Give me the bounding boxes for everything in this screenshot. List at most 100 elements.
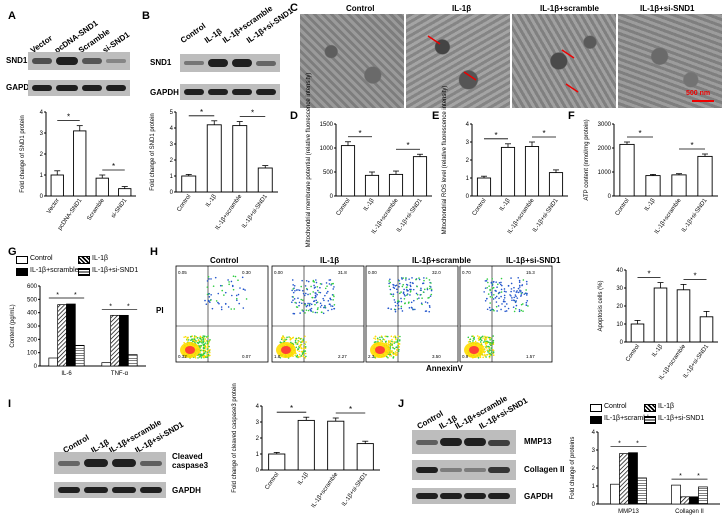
flow-event <box>486 336 488 339</box>
flow-event <box>426 302 429 304</box>
flow-event <box>486 278 489 280</box>
bar <box>500 146 516 197</box>
flow-event <box>295 346 298 349</box>
sig-star: * <box>56 292 59 299</box>
flow-event <box>311 296 313 299</box>
quadrant-value: 1.8 <box>274 354 281 359</box>
flow-event <box>394 285 397 287</box>
flow-event <box>488 337 491 340</box>
flow-event <box>282 339 285 341</box>
flow-event <box>484 337 486 339</box>
flow-event <box>408 278 410 280</box>
flow-event <box>292 299 294 301</box>
flow-event <box>202 338 205 340</box>
flow-event <box>332 299 334 301</box>
chart-j: 0 1 2 3 4 Fold change of proteins MMP13 * * Colla… <box>570 430 720 515</box>
flow-event <box>467 341 470 343</box>
flow-event <box>333 295 335 298</box>
y-tick-label: 0 <box>256 468 260 474</box>
y-tick-label: 20 <box>616 304 623 310</box>
flow-event <box>472 338 475 340</box>
flow-event <box>203 347 206 349</box>
flow-event <box>392 356 395 358</box>
flow-event <box>389 288 392 291</box>
y-tick-label: 300 <box>27 324 38 330</box>
flow-event <box>489 341 492 344</box>
flow-event <box>202 352 205 355</box>
flow-event <box>333 286 335 288</box>
flow-event <box>315 281 318 284</box>
flow-event <box>512 299 515 301</box>
y-tick-label: 4 <box>256 404 260 410</box>
flow-event <box>391 344 393 346</box>
y-tick-label: 1000 <box>598 170 612 176</box>
flow-event <box>486 349 489 351</box>
x-tick-label: Control <box>176 194 192 213</box>
y-tick-label: 1 <box>256 452 260 458</box>
blot-row-label: Cleaved caspase3 <box>172 452 209 470</box>
flow-event <box>245 298 248 300</box>
sig-star: * <box>251 109 254 118</box>
chart-d: 0 500 1000 1500 Mitochondrial membrane poten… <box>306 73 432 247</box>
x-tick-label: pcDNA-SND1 <box>57 197 84 231</box>
bar <box>297 419 315 471</box>
flow-event <box>200 356 203 359</box>
flow-event <box>489 349 492 351</box>
flow-event <box>505 291 507 293</box>
flow-event <box>396 291 399 293</box>
flow-event <box>423 288 426 291</box>
flow-event <box>400 300 403 303</box>
flow-event <box>486 286 489 289</box>
legend-label: IL-1β+scramble <box>604 415 653 422</box>
flow-event <box>416 285 418 288</box>
legend-label: IL-1β <box>92 255 109 262</box>
flow-event <box>201 354 204 356</box>
flow-event <box>515 304 518 307</box>
flow-event <box>183 336 185 338</box>
y-tick-label: 0 <box>608 194 612 200</box>
flow-event <box>292 336 295 339</box>
flow-event <box>406 288 408 291</box>
flow-event <box>217 292 220 295</box>
flow-event <box>314 296 316 299</box>
quadrant-value: 0.00 <box>368 270 377 275</box>
flow-event <box>206 286 209 288</box>
flow-event <box>421 282 424 285</box>
flow-event <box>426 288 429 291</box>
flow-event <box>284 339 287 342</box>
bar <box>364 174 380 197</box>
flow-event <box>523 293 526 295</box>
flow-event <box>315 302 318 304</box>
flow-event <box>235 297 238 300</box>
flow-event <box>421 297 423 299</box>
sig-star: * <box>200 108 203 117</box>
flow-event <box>310 285 312 288</box>
flow-event <box>396 354 398 356</box>
flow-event <box>305 355 307 358</box>
y-tick-label: 3000 <box>598 122 612 128</box>
flow-event <box>397 342 400 345</box>
flow-event <box>191 335 194 337</box>
flow-event <box>416 298 419 300</box>
flow-event <box>420 287 422 290</box>
flow-event <box>300 347 303 349</box>
flow-event <box>307 280 310 283</box>
flow-event <box>218 302 220 305</box>
flow-event <box>489 353 492 355</box>
flow-event <box>279 356 282 359</box>
flow-event <box>510 288 513 290</box>
flow-event <box>196 341 199 344</box>
flow-event <box>403 293 406 296</box>
chart-b: 0 1 2 3 4 5 Fold change of SND1 protein Control… <box>150 108 278 231</box>
x-tick-label: IL-1β <box>499 197 512 212</box>
flow-event <box>331 305 334 308</box>
flow-event <box>418 278 421 281</box>
flow-event <box>294 341 297 344</box>
bar <box>57 304 67 367</box>
flow-density <box>281 346 291 354</box>
sig-star: * <box>679 473 682 480</box>
flow-plot: 0.00 32.0 3.50 2.3 <box>365 265 459 363</box>
flow-event <box>494 289 497 292</box>
flow-event <box>318 291 320 294</box>
flow-event <box>300 350 303 353</box>
